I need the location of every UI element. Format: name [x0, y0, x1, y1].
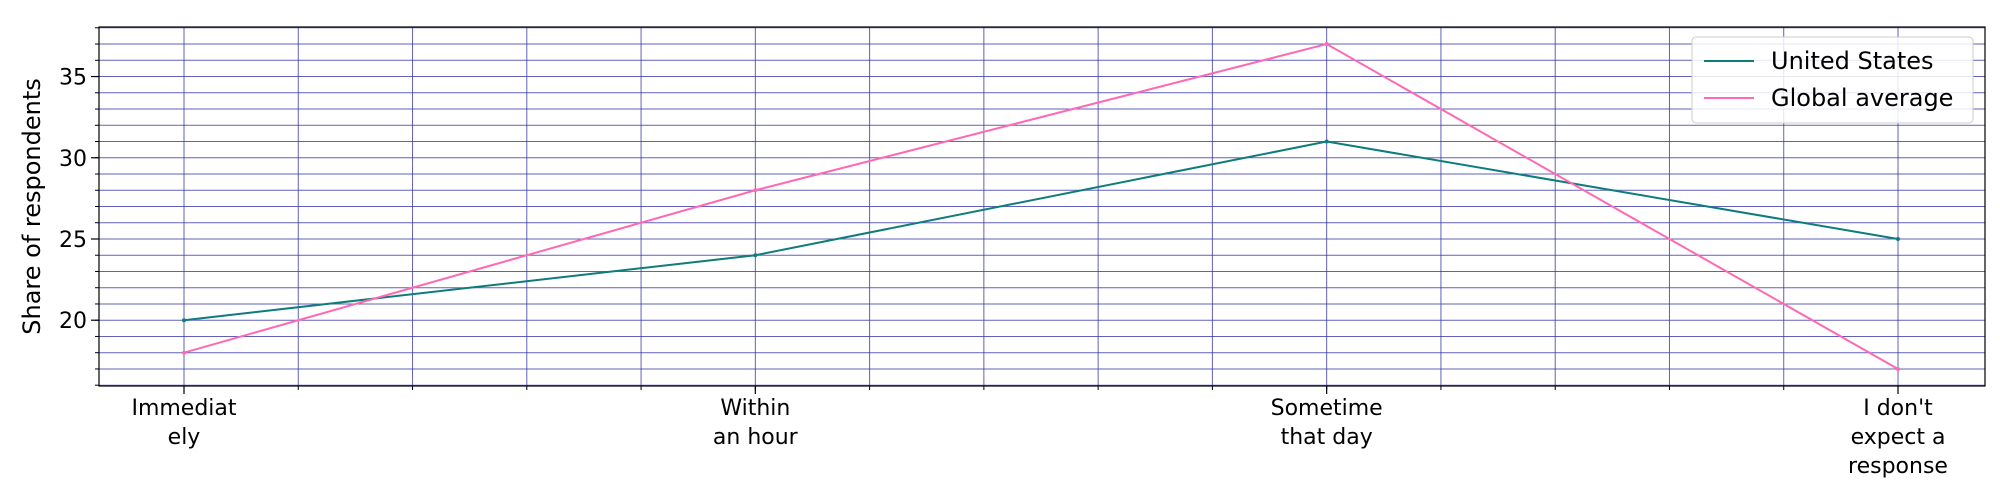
x-tick-label: Sometime that day — [1271, 396, 1383, 450]
data-point-global-average — [1896, 366, 1900, 371]
data-point-global-average — [1324, 42, 1329, 47]
y-tick-label: 35 — [59, 66, 87, 91]
x-axis-ticks: Immediat ely Within an hour Sometime that day… — [131, 386, 1948, 479]
legend-label: United States — [1771, 47, 1934, 75]
x-tick-label: I don't expect a response — [1848, 396, 1948, 479]
y-tick-label: 25 — [59, 228, 87, 253]
legend: United States Global average — [1691, 36, 1974, 124]
series-line-global-average — [183, 42, 1899, 370]
y-axis-ticks: 20 25 30 35 — [59, 27, 99, 386]
legend-label: Global average — [1771, 84, 1953, 112]
series-lines — [182, 42, 1900, 371]
y-tick-label: 30 — [59, 147, 87, 172]
data-point-united-states — [1896, 236, 1900, 241]
data-point-united-states — [182, 318, 186, 323]
series-line-united-states — [183, 140, 1899, 322]
x-tick-label: Immediat ely — [131, 396, 236, 450]
data-point-global-average — [753, 188, 758, 193]
x-tick-label: Within an hour — [713, 396, 799, 450]
data-point-global-average — [182, 350, 186, 355]
y-tick-label: 20 — [59, 309, 87, 334]
data-point-united-states — [753, 253, 758, 258]
grid — [99, 27, 1985, 386]
y-axis-label: Share of respondents — [18, 78, 46, 335]
legend-box — [1691, 36, 1974, 124]
data-point-united-states — [1324, 139, 1329, 144]
